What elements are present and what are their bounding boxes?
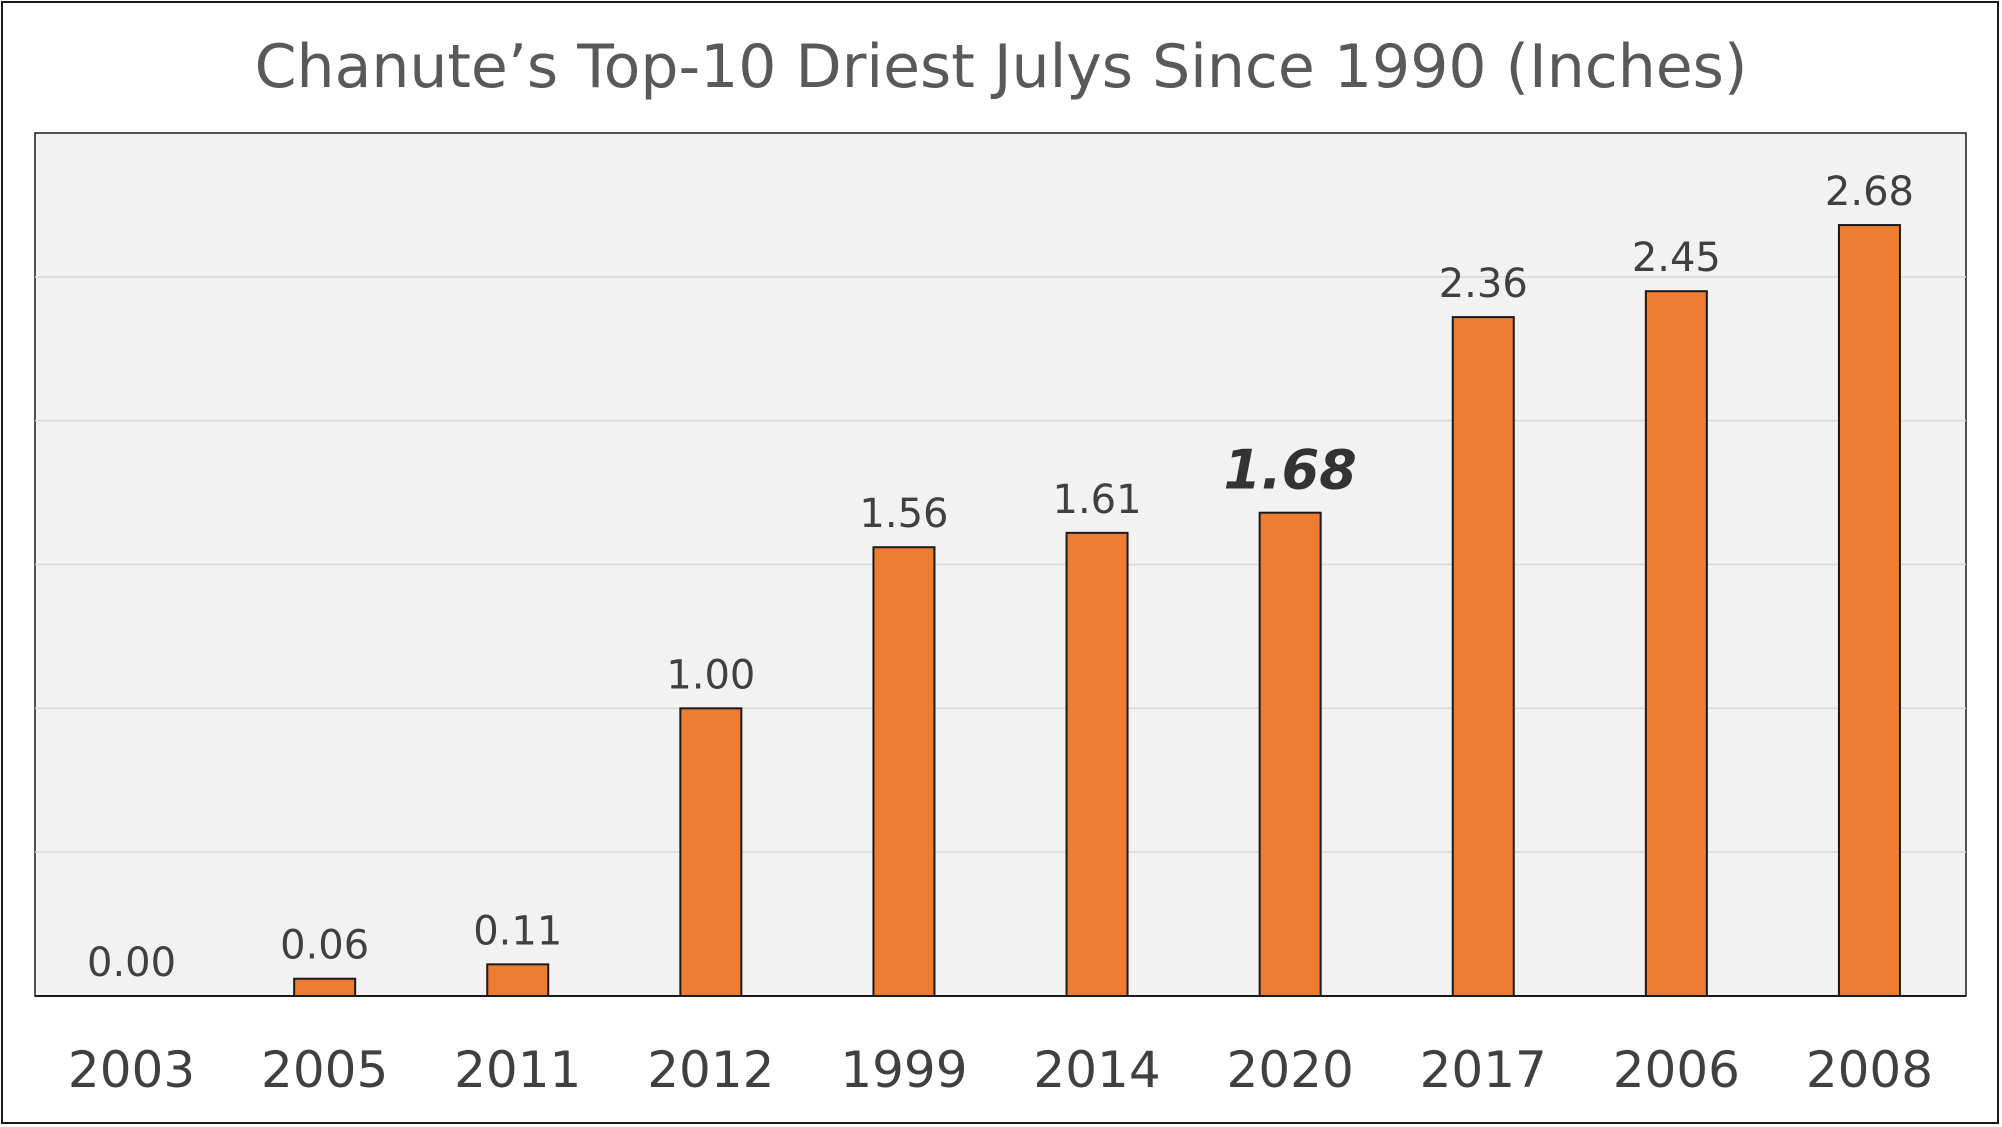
- bar-2008: [1837, 224, 1901, 997]
- x-tick-label-2012: 2012: [647, 1041, 774, 1099]
- data-label-2011: 0.11: [473, 908, 562, 954]
- data-label-2017: 2.36: [1439, 261, 1528, 307]
- x-tick-label-2006: 2006: [1613, 1041, 1740, 1099]
- data-label-1999: 1.56: [859, 491, 948, 537]
- bar-2011: [486, 963, 550, 998]
- bar-1999: [872, 546, 936, 997]
- x-tick-labels: 2003 2005 2011 2012 1999 2014 2020 2017 2006 2008: [68, 1041, 1933, 1099]
- x-tick-label-2017: 2017: [1420, 1041, 1547, 1099]
- bar-2006: [1644, 290, 1708, 997]
- x-tick-label-1999: 1999: [840, 1041, 967, 1099]
- x-tick-label-2008: 2008: [1806, 1041, 1933, 1099]
- bars: [293, 224, 1901, 998]
- x-tick-label-2014: 2014: [1033, 1041, 1160, 1099]
- data-label-2020: 1.68: [1224, 439, 1357, 502]
- bar-2014: [1065, 531, 1129, 998]
- data-label-2014: 1.61: [1053, 477, 1142, 523]
- x-tick-label-2003: 2003: [68, 1041, 195, 1099]
- bar-2017: [1451, 316, 1515, 997]
- data-label-2003: 0.00: [87, 940, 176, 986]
- chart-title: Chanute’s Top-10 Driest Julys Since 1990…: [254, 32, 1748, 102]
- x-tick-label-2020: 2020: [1227, 1041, 1354, 1099]
- gridlines: [35, 276, 1966, 853]
- bar-2005: [293, 977, 357, 997]
- data-label-2008: 2.68: [1825, 169, 1914, 215]
- x-tick-label-2011: 2011: [454, 1041, 581, 1099]
- bar-2020: [1258, 511, 1322, 997]
- bar-2012: [679, 707, 743, 997]
- data-label-2005: 0.06: [280, 923, 369, 969]
- data-labels: 0.00 0.06 0.11 1.00 1.56 1.61 1.68 2.36 2.45 2.68: [87, 169, 1914, 986]
- data-label-2006: 2.45: [1632, 235, 1721, 281]
- data-label-2012: 1.00: [666, 652, 755, 698]
- x-tick-label-2005: 2005: [261, 1041, 388, 1099]
